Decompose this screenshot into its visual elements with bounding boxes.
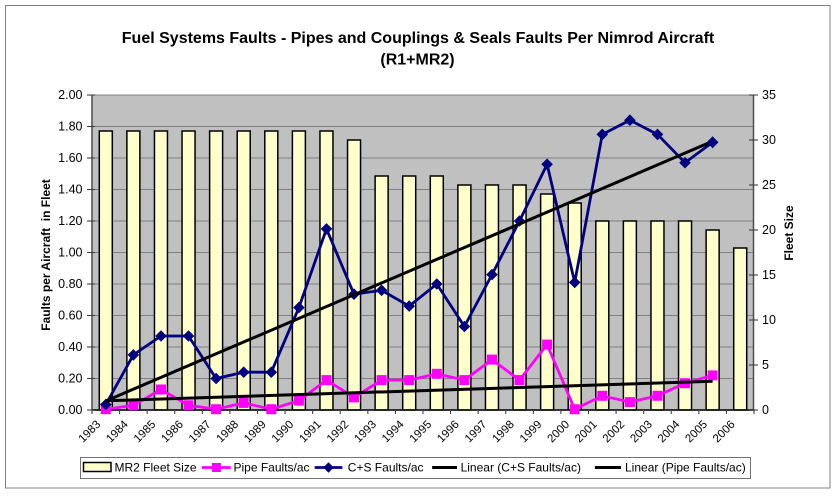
svg-text:0.60: 0.60 [58, 308, 82, 322]
svg-text:C+S Faults/ac: C+S Faults/ac [348, 461, 424, 475]
svg-text:2.00: 2.00 [58, 88, 82, 102]
svg-text:1.80: 1.80 [58, 119, 82, 133]
svg-text:35: 35 [762, 88, 776, 102]
svg-text:30: 30 [762, 133, 776, 147]
svg-text:0.20: 0.20 [58, 371, 82, 385]
svg-text:10: 10 [762, 313, 776, 327]
svg-text:Fuel Systems Faults - Pipes an: Fuel Systems Faults - Pipes and Coupling… [122, 30, 715, 47]
svg-text:0: 0 [762, 403, 769, 417]
svg-text:Linear (Pipe Faults/ac): Linear (Pipe Faults/ac) [625, 461, 746, 475]
svg-text:0.00: 0.00 [58, 403, 82, 417]
svg-text:25: 25 [762, 178, 776, 192]
svg-text:1.40: 1.40 [58, 182, 82, 196]
svg-text:1.20: 1.20 [58, 214, 82, 228]
svg-text:0.40: 0.40 [58, 340, 82, 354]
svg-text:20: 20 [762, 223, 776, 237]
svg-text:(R1+MR2): (R1+MR2) [380, 51, 454, 68]
svg-text:5: 5 [762, 358, 769, 372]
svg-text:1.60: 1.60 [58, 151, 82, 165]
svg-text:MR2 Fleet Size: MR2 Fleet Size [115, 461, 197, 475]
svg-text:0.80: 0.80 [58, 277, 82, 291]
svg-text:Pipe Faults/ac: Pipe Faults/ac [234, 461, 310, 475]
svg-text:15: 15 [762, 268, 776, 282]
svg-text:Linear (C+S Faults/ac): Linear (C+S Faults/ac) [461, 461, 581, 475]
svg-text:1.00: 1.00 [58, 245, 82, 259]
svg-text:Faults per Aircraft in Fleet: Faults per Aircraft in Fleet [39, 179, 53, 331]
svg-text:Fleet Size: Fleet Size [782, 205, 796, 261]
